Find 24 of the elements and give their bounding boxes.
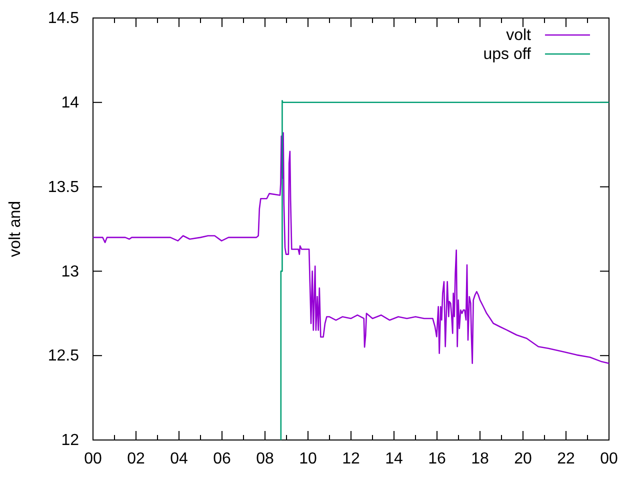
line-series bbox=[280, 100, 610, 441]
x-tick-label: 22 bbox=[557, 450, 575, 468]
x-tick-label: 02 bbox=[127, 450, 145, 468]
x-tick-label: 00 bbox=[84, 450, 102, 468]
x-tick-label: 20 bbox=[514, 450, 532, 468]
y-tick-label: 13.5 bbox=[48, 178, 80, 196]
legend-label: ups off bbox=[483, 46, 532, 63]
x-tick-label: 12 bbox=[342, 450, 360, 468]
x-tick-label: 10 bbox=[299, 450, 317, 468]
y-tick-label: 12 bbox=[61, 432, 80, 450]
x-tick-label: 18 bbox=[471, 450, 489, 468]
x-tick-label: 08 bbox=[256, 450, 274, 468]
x-tick-label: 16 bbox=[428, 450, 446, 468]
y-tick-label: 14.5 bbox=[48, 10, 80, 28]
x-tick-label: 04 bbox=[170, 450, 188, 468]
x-tick-label: 06 bbox=[213, 450, 231, 468]
y-tick-label: 13 bbox=[61, 263, 80, 280]
x-tick-label: 14 bbox=[385, 450, 403, 468]
x-tick-label: 00 bbox=[600, 450, 618, 468]
y-tick-label: 12.5 bbox=[48, 348, 80, 365]
y-tick-label: 14 bbox=[61, 94, 80, 112]
legend-label: volt bbox=[506, 27, 532, 44]
line-series bbox=[92, 132, 610, 364]
y-axis-title: volt and bbox=[7, 200, 24, 258]
